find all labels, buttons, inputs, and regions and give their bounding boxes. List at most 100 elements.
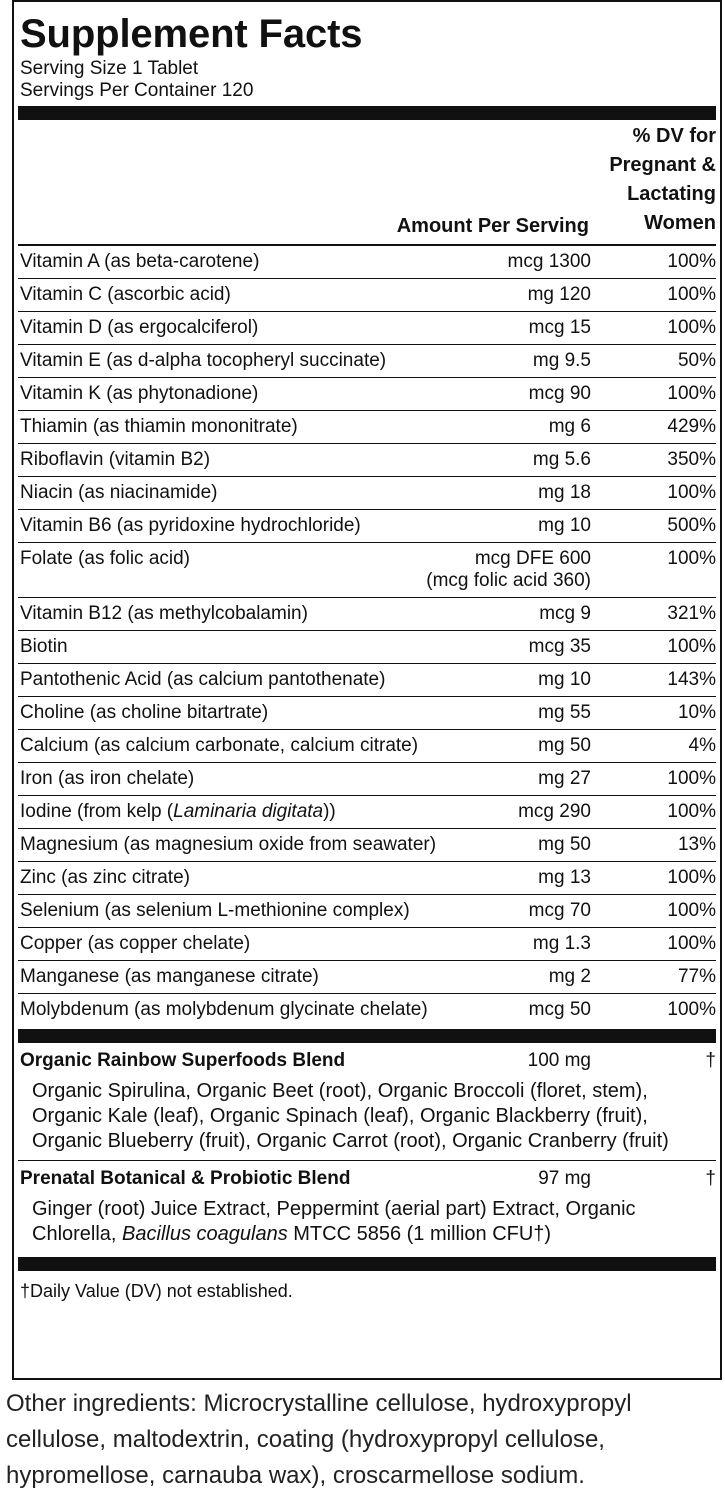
daily-value: 100% bbox=[667, 317, 716, 338]
daily-value: 429% bbox=[667, 416, 716, 437]
nutrient-name: Folate (as folic acid) bbox=[20, 548, 191, 569]
daily-value: 100% bbox=[667, 636, 716, 657]
blend-row: Prenatal Botanical & Probiotic Blend 97 m… bbox=[18, 1161, 716, 1194]
nutrient-name: Iodine (from kelp (Laminaria digitata)) bbox=[20, 801, 491, 823]
nutrient-row: Niacin (as niacinamide) 18 mg 100% bbox=[18, 477, 716, 510]
blends: Organic Rainbow Superfoods Blend 100 mg † O… bbox=[18, 1043, 716, 1253]
amount: 9 mcg bbox=[491, 603, 591, 625]
amount: 55 mg bbox=[491, 702, 591, 724]
amount: 6 mg bbox=[491, 416, 591, 438]
amount-value: 50 mg bbox=[538, 834, 591, 855]
amount: 27 mg bbox=[491, 768, 591, 790]
nutrient-row: Magnesium (as magnesium oxide from seawa… bbox=[18, 829, 716, 862]
supplement-facts-label: Supplement Facts Serving Size 1 Tablet S… bbox=[12, 0, 722, 1380]
amount: 15 mcg bbox=[491, 317, 591, 339]
nutrient-name: Vitamin B6 (as pyridoxine hydrochloride) bbox=[20, 515, 361, 536]
blend-ingredients: Organic Spirulina, Organic Beet (root), … bbox=[18, 1076, 716, 1161]
amount-value: 1.3 mg bbox=[532, 933, 591, 954]
title: Supplement Facts bbox=[20, 12, 363, 56]
daily-value: 50% bbox=[677, 350, 716, 371]
nutrient-row: Choline (as choline bitartrate) 55 mg 10% bbox=[18, 697, 716, 730]
nutrient-row: Copper (as copper chelate) 1.3 mg 100% bbox=[18, 928, 716, 961]
nutrient-name: Selenium (as selenium L-methionine compl… bbox=[20, 900, 410, 921]
nutrient-name: Biotin bbox=[20, 636, 68, 657]
daily-value: 100% bbox=[667, 548, 716, 569]
nutrient-name: Vitamin C (ascorbic acid) bbox=[20, 284, 231, 305]
daily-value: 4% bbox=[688, 735, 716, 756]
blend-ingredients: Ginger (root) Juice Extract, Peppermint … bbox=[18, 1194, 716, 1253]
nutrient-name: Manganese (as manganese citrate) bbox=[20, 966, 319, 987]
amount-value: 15 mcg bbox=[528, 317, 591, 338]
nutrient-row: Vitamin B6 (as pyridoxine hydrochloride)… bbox=[18, 510, 716, 543]
daily-value: 350% bbox=[667, 449, 716, 470]
nutrient-name: Zinc (as zinc citrate) bbox=[20, 867, 190, 888]
amount: 50 mcg bbox=[491, 999, 591, 1021]
amount-value: 70 mcg bbox=[528, 900, 591, 921]
amount-value: 1300 mcg bbox=[507, 251, 591, 272]
blend-amount: 97 mg bbox=[538, 1168, 591, 1189]
nutrient-name: Vitamin A (as beta-carotene) bbox=[20, 251, 260, 272]
nutrient-row: Vitamin E (as d-alpha tocopheryl succina… bbox=[18, 345, 716, 378]
amount: 90 mcg bbox=[491, 383, 591, 405]
amount-note: (360 mcg folic acid) bbox=[426, 570, 591, 591]
amount: 1300 mcg bbox=[491, 251, 591, 273]
daily-value: 100% bbox=[667, 867, 716, 888]
other-ingredients: Other ingredients: Microcrystalline cell… bbox=[6, 1390, 632, 1489]
nutrient-row: Vitamin K (as phytonadione) 90 mcg 100% bbox=[18, 378, 716, 411]
daily-value: 143% bbox=[667, 669, 716, 690]
nutrient-name: Vitamin D (as ergocalciferol) bbox=[20, 317, 259, 338]
nutrient-row: Zinc (as zinc citrate) 13 mg 100% bbox=[18, 862, 716, 895]
amount: 9.5 mg bbox=[491, 350, 591, 372]
amount: 50 mg bbox=[491, 735, 591, 757]
daily-value: 77% bbox=[677, 966, 716, 987]
nutrient-name: Choline (as choline bitartrate) bbox=[20, 702, 269, 723]
ingredient-text: MTCC 5856 (1 million CFU†) bbox=[287, 1223, 552, 1245]
nutrient-name: Magnesium (as magnesium oxide from seawa… bbox=[20, 834, 437, 855]
blend-row: Organic Rainbow Superfoods Blend 100 mg † bbox=[18, 1043, 716, 1076]
thick-rule bbox=[18, 106, 716, 120]
amount: 10 mg bbox=[491, 669, 591, 691]
amount: 70 mcg bbox=[491, 900, 591, 922]
nutrient-row: Vitamin A (as beta-carotene) 1300 mcg 100% bbox=[18, 246, 716, 279]
amount-value: 9.5 mg bbox=[532, 350, 591, 371]
daily-value: 100% bbox=[667, 999, 716, 1020]
amount-header: Amount Per Serving bbox=[396, 215, 589, 237]
amount: 600 mcg DFE (360 mcg folic acid) bbox=[426, 548, 591, 592]
dv-header: % DV for Pregnant & Lactating Women bbox=[609, 125, 716, 234]
nutrient-name: Thiamin (as thiamin mononitrate) bbox=[20, 416, 298, 437]
footnote: †Daily Value (DV) not established. bbox=[20, 1281, 293, 1301]
daily-value: 10% bbox=[677, 702, 716, 723]
ingredient-text: Organic Spirulina, Organic Beet (root), … bbox=[32, 1080, 669, 1152]
amount-value: 600 mcg DFE bbox=[474, 548, 591, 569]
amount-value: 55 mg bbox=[538, 702, 591, 723]
amount-value: 6 mg bbox=[548, 416, 591, 437]
daily-value: 100% bbox=[667, 801, 716, 822]
nutrient-row: Iodine (from kelp (Laminaria digitata)) 2… bbox=[18, 796, 716, 829]
daily-value: 100% bbox=[667, 251, 716, 272]
nutrient-row: Calcium (as calcium carbonate, calcium c… bbox=[18, 730, 716, 763]
nutrient-name: Calcium (as calcium carbonate, calcium c… bbox=[20, 735, 419, 756]
amount-value: 290 mcg bbox=[518, 801, 591, 822]
nutrient-rows: Vitamin A (as beta-carotene) 1300 mcg 100%… bbox=[18, 246, 716, 1026]
nutrient-name-part: Laminaria digitata bbox=[173, 801, 324, 822]
nutrient-name: Vitamin K (as phytonadione) bbox=[20, 383, 259, 404]
amount-value: 90 mcg bbox=[528, 383, 591, 404]
amount-value: 35 mcg bbox=[528, 636, 591, 657]
daily-value: 100% bbox=[667, 284, 716, 305]
blend-dv: † bbox=[705, 1168, 716, 1189]
nutrient-name-part: Iodine (from kelp ( bbox=[20, 801, 174, 822]
amount-value: 50 mcg bbox=[528, 999, 591, 1020]
daily-value: 100% bbox=[667, 768, 716, 789]
amount-value: 27 mg bbox=[538, 768, 591, 789]
nutrient-name: Molybdenum (as molybdenum glycinate chel… bbox=[20, 999, 428, 1020]
servings-per-container: Servings Per Container 120 bbox=[20, 80, 254, 101]
column-header: Amount Per Serving % DV for Pregnant & L… bbox=[18, 120, 716, 246]
daily-value: 100% bbox=[667, 383, 716, 404]
nutrient-name: Vitamin B12 (as methylcobalamin) bbox=[20, 603, 308, 624]
nutrient-name-part: )) bbox=[323, 801, 336, 822]
amount-value: 10 mg bbox=[538, 669, 591, 690]
blend-name: Prenatal Botanical & Probiotic Blend bbox=[20, 1168, 351, 1189]
amount: 13 mg bbox=[491, 867, 591, 889]
daily-value: 100% bbox=[667, 900, 716, 921]
nutrient-row: Vitamin C (ascorbic acid) 120 mg 100% bbox=[18, 279, 716, 312]
